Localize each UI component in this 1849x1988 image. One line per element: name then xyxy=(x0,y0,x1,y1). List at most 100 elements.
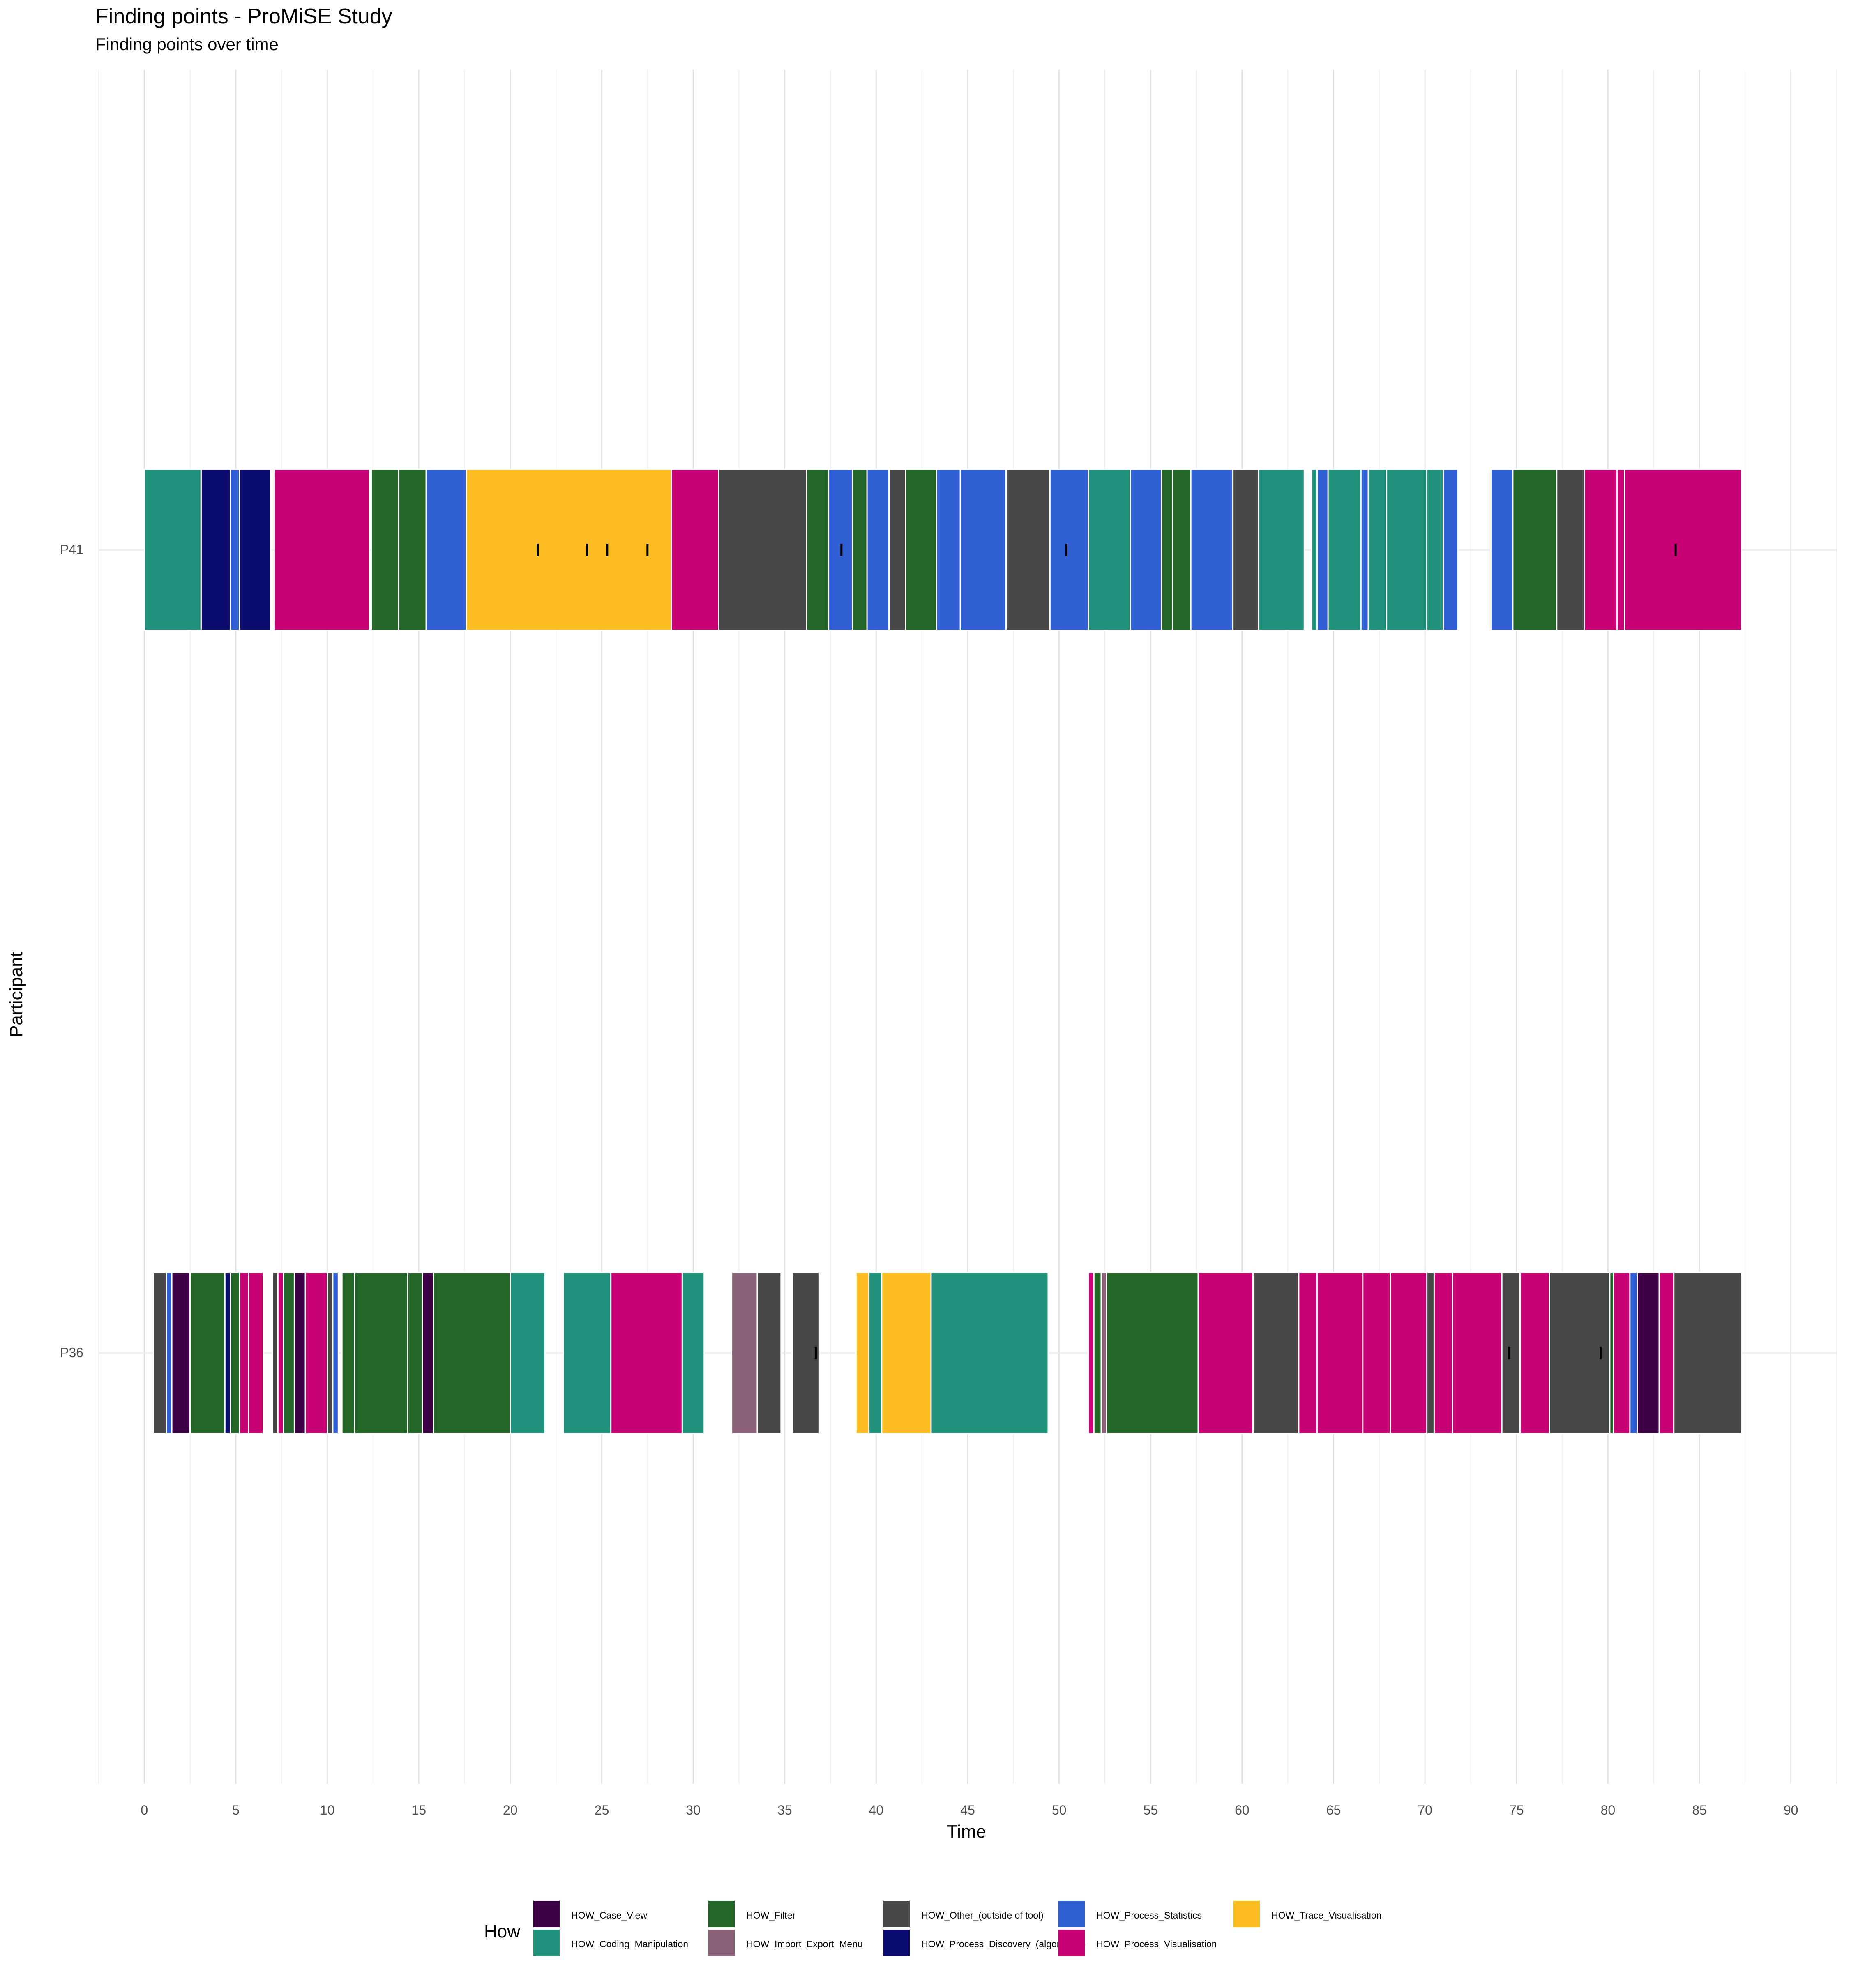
segment-p36-other xyxy=(756,1272,782,1434)
legend-label: HOW_Case_View xyxy=(571,1910,647,1921)
segment-p36-other xyxy=(1252,1272,1300,1434)
x-tick-label: 40 xyxy=(869,1803,884,1817)
x-axis-title: Time xyxy=(946,1822,987,1842)
segment-p41-discovery xyxy=(239,469,272,631)
segment-p41-stats xyxy=(1360,469,1369,631)
x-tick-label: 5 xyxy=(232,1803,240,1817)
legend-swatch xyxy=(883,1901,910,1927)
segment-p36-filter xyxy=(354,1272,408,1434)
segment-p36-coding xyxy=(868,1272,883,1434)
segment-p36-filter xyxy=(341,1272,355,1434)
segment-p41-filter xyxy=(905,469,937,631)
legend-label: HOW_Process_Visualisation xyxy=(1096,1939,1217,1949)
segment-p41-stats xyxy=(1316,469,1329,631)
y-tick-label: P41 xyxy=(60,542,83,557)
segment-p41-stats xyxy=(1049,469,1089,631)
segment-p36-vis xyxy=(1452,1272,1503,1434)
segment-p36-filter xyxy=(283,1272,295,1434)
segment-p36-vis xyxy=(1658,1272,1675,1434)
segment-p36-filter xyxy=(230,1272,240,1434)
segment-p36-other xyxy=(153,1272,167,1434)
segment-p41-stats xyxy=(230,469,240,631)
segment-p41-coding xyxy=(143,469,202,631)
segment-p41-filter xyxy=(806,469,830,631)
x-tick-label: 25 xyxy=(594,1803,609,1817)
segment-p41-vis xyxy=(273,469,370,631)
legend-title: How xyxy=(484,1921,521,1942)
finding-markers xyxy=(537,544,1677,1359)
x-tick-label: 60 xyxy=(1235,1803,1250,1817)
segment-p41-vis xyxy=(671,469,719,631)
segment-p41-filter xyxy=(1161,469,1173,631)
x-tick-label: 0 xyxy=(141,1803,148,1817)
segment-p36-vis xyxy=(1316,1272,1364,1434)
y-tick-label: P36 xyxy=(60,1345,83,1360)
legend-swatch xyxy=(1233,1901,1260,1927)
segment-p41-filter xyxy=(1172,469,1192,631)
segment-p41-other xyxy=(718,469,807,631)
segment-p41-stats xyxy=(1490,469,1514,631)
segment-p41-coding xyxy=(1327,469,1362,631)
legend-label: HOW_Trace_Visualisation xyxy=(1271,1910,1382,1921)
legend-swatch xyxy=(1058,1901,1085,1927)
segment-p41-other xyxy=(1556,469,1585,631)
legend-label: HOW_Import_Export_Menu xyxy=(746,1939,863,1949)
x-tick-label: 50 xyxy=(1051,1803,1067,1817)
bar-segments xyxy=(143,469,1742,1434)
x-tick-label: 45 xyxy=(960,1803,975,1817)
segment-p36-coding xyxy=(563,1272,612,1434)
segment-p36-case xyxy=(171,1272,191,1434)
segment-p41-other xyxy=(1232,469,1259,631)
segment-p36-vis xyxy=(1298,1272,1318,1434)
segment-p36-vis xyxy=(1197,1272,1254,1434)
segment-p36-discovery xyxy=(224,1272,231,1434)
segment-p41-other xyxy=(888,469,906,631)
segment-p41-filter xyxy=(851,469,868,631)
segment-p36-vis xyxy=(1433,1272,1453,1434)
segment-p36-filter xyxy=(1106,1272,1199,1434)
x-tick-label: 15 xyxy=(411,1803,426,1817)
segment-p41-trace xyxy=(466,469,672,631)
segment-p41-stats xyxy=(1443,469,1459,631)
chart-title: Finding points - ProMiSE Study xyxy=(95,5,392,28)
segment-p36-trace xyxy=(855,1272,870,1434)
legend-label: HOW_Process_Statistics xyxy=(1096,1910,1202,1921)
segment-p41-filter xyxy=(1512,469,1558,631)
segment-p36-vis xyxy=(1613,1272,1631,1434)
legend-label: HOW_Process_Discovery_(algorithms) xyxy=(921,1939,1086,1949)
segment-p41-vis xyxy=(1616,469,1625,631)
segment-p36-filter xyxy=(433,1272,511,1434)
segment-p36-case xyxy=(422,1272,434,1434)
segment-p41-coding xyxy=(1088,469,1131,631)
segment-p36-other xyxy=(272,1272,279,1434)
segment-p36-case xyxy=(293,1272,306,1434)
segment-p36-vis xyxy=(239,1272,249,1434)
x-tick-label: 75 xyxy=(1509,1803,1524,1817)
segment-p36-coding xyxy=(681,1272,705,1434)
segment-p36-coding xyxy=(510,1272,546,1434)
x-tick-label: 70 xyxy=(1418,1803,1432,1817)
segment-p36-stats xyxy=(332,1272,339,1434)
segment-p36-vis xyxy=(610,1272,683,1434)
x-tick-label: 80 xyxy=(1600,1803,1616,1817)
segment-p36-filter xyxy=(1093,1272,1102,1434)
segment-p41-coding xyxy=(1258,469,1305,631)
segment-p36-vis xyxy=(248,1272,264,1434)
segment-p41-coding xyxy=(1367,469,1388,631)
segment-p36-vis xyxy=(1362,1272,1391,1434)
segment-p41-filter xyxy=(398,469,427,631)
segment-p36-filter xyxy=(407,1272,423,1434)
segment-p36-vis xyxy=(277,1272,284,1434)
segment-p36-other xyxy=(1673,1272,1742,1434)
y-axis-title: Participant xyxy=(6,952,26,1037)
segment-p41-stats xyxy=(1190,469,1234,631)
legend-swatch xyxy=(1058,1930,1085,1956)
x-tick-label: 65 xyxy=(1326,1803,1341,1817)
segment-p41-coding xyxy=(1386,469,1428,631)
x-tick-label: 85 xyxy=(1692,1803,1707,1817)
segment-p41-stats xyxy=(425,469,467,631)
segment-p36-other xyxy=(1501,1272,1521,1434)
segment-p41-vis xyxy=(1584,469,1618,631)
segment-p36-filter xyxy=(189,1272,226,1434)
